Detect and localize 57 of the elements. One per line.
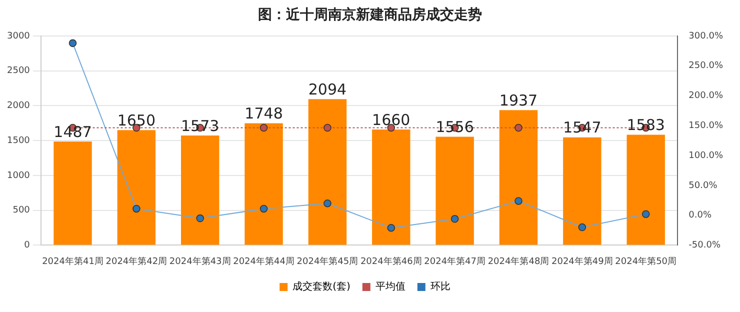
y2-tick-label: 50.0% <box>688 180 718 191</box>
y-tick-label: 1500 <box>7 136 30 146</box>
y-tick-label: 0 <box>24 240 30 251</box>
point <box>514 197 522 205</box>
point <box>450 215 459 223</box>
bar <box>372 129 410 245</box>
x-tick-label: 2024年第50周 <box>615 256 677 267</box>
y2-tick-label: 150.0% <box>688 121 724 131</box>
legend-label: 环比 <box>430 280 450 293</box>
bar <box>626 134 665 245</box>
x-tick-label: 2024年第46周 <box>360 256 422 267</box>
point <box>324 199 332 208</box>
x-tick-label: 2024年第48周 <box>488 256 550 267</box>
point <box>642 210 650 218</box>
point <box>260 204 268 213</box>
data-label: 1748 <box>244 104 283 123</box>
y-tick-label: 2500 <box>7 66 30 76</box>
data-label: 1583 <box>626 116 665 134</box>
bar <box>499 110 538 245</box>
legend-label: 平均值 <box>375 280 406 293</box>
y2-tick-label: 0.0% <box>688 210 712 221</box>
y2-tick-label: 100.0% <box>688 150 724 161</box>
bar <box>563 137 602 245</box>
y2-tick-label: 300.0% <box>688 31 724 42</box>
data-label: 1660 <box>372 110 410 129</box>
y-tick-label: 500 <box>12 206 30 216</box>
y-tick-label: 2000 <box>7 101 30 112</box>
bar <box>54 142 92 245</box>
y-tick-label: 1000 <box>7 170 30 181</box>
x-tick-label: 2024年第44周 <box>233 256 294 267</box>
legend-label: 成交套数(套) <box>292 280 350 293</box>
x-tick-label: 2024年第47周 <box>424 256 486 267</box>
point <box>68 39 77 48</box>
x-tick-label: 2024年第49周 <box>551 256 613 267</box>
y-tick-label: 3000 <box>7 31 30 42</box>
x-tick-label: 2024年第43周 <box>169 256 231 267</box>
bar <box>180 136 220 245</box>
bar <box>117 130 156 245</box>
data-label: 1487 <box>54 122 92 141</box>
data-label: 1573 <box>181 116 220 135</box>
x-tick-label: 2024年第45周 <box>296 256 358 267</box>
y2-tick-label: -50.0% <box>688 240 721 251</box>
chart-title: 图：近十周南京新建商品房成交走势 <box>257 6 483 24</box>
y2-tick-label: 200.0% <box>688 91 724 102</box>
point <box>196 214 204 222</box>
data-label: 2094 <box>308 80 347 99</box>
x-tick-label: 2024年第42周 <box>106 256 168 267</box>
y2-tick-label: 250.0% <box>688 61 724 72</box>
point <box>578 223 586 232</box>
bar <box>308 99 347 245</box>
bar <box>244 123 283 245</box>
data-label: 1937 <box>499 92 538 110</box>
data-label: 1650 <box>117 112 156 130</box>
x-tick-label: 2024年第41周 <box>42 256 104 267</box>
point <box>132 204 140 213</box>
point <box>387 224 396 232</box>
bar <box>436 136 474 245</box>
